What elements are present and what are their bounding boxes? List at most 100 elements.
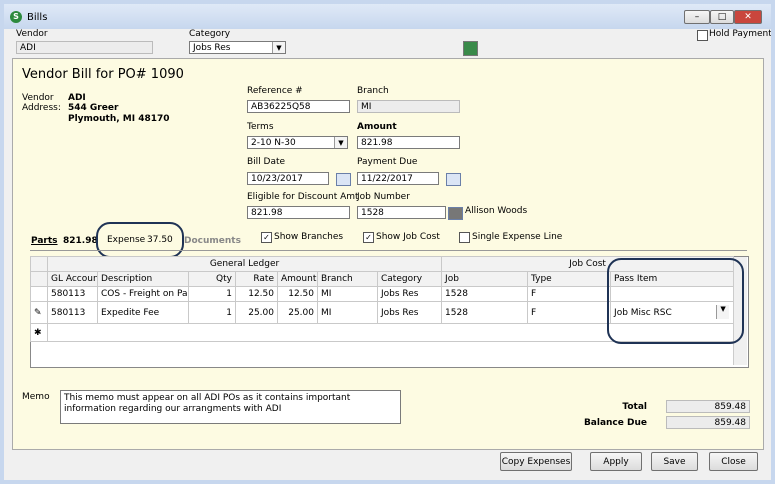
tab-label[interactable]: Documents	[184, 236, 241, 246]
tab-amount: 37.50	[147, 235, 173, 245]
bill-heading: Vendor Bill for PO# 1090	[22, 67, 184, 82]
reference-field[interactable]: AB36225Q58	[247, 100, 350, 113]
vendor-field[interactable]: ADI	[16, 41, 153, 54]
total-label: Total	[622, 402, 647, 412]
column-header: GL Account	[47, 271, 98, 287]
balance-field: 859.48	[666, 416, 750, 429]
grid-cell: 12.50	[235, 286, 278, 302]
option-label: Show Job Cost	[376, 232, 440, 242]
row-selector[interactable]	[30, 286, 48, 302]
close-button[interactable]: Close	[709, 452, 758, 471]
column-header: Type	[527, 271, 612, 287]
tab-label[interactable]: Parts	[31, 236, 58, 246]
group-header: Job Cost	[441, 256, 735, 272]
grid-cell: F	[527, 301, 612, 324]
reference-label: Reference #	[247, 86, 303, 96]
column-header: Branch	[317, 271, 378, 287]
branch-field[interactable]: MI	[357, 100, 460, 113]
grid-cell: Expedite Fee	[97, 301, 189, 324]
hold-payment-label: Hold Payment	[709, 29, 772, 39]
address-line: Plymouth, MI 48170	[68, 114, 170, 124]
checkbox[interactable]	[459, 232, 470, 243]
terms-value: 2-10 N-30	[251, 138, 296, 148]
job-lookup-button[interactable]	[448, 207, 463, 220]
minimize[interactable]: –	[684, 10, 710, 24]
column-header: Description	[97, 271, 189, 287]
row-selector[interactable]: ✎	[30, 301, 48, 324]
grid-cell: 1528	[441, 301, 529, 324]
column-header: Pass Item	[610, 271, 735, 287]
discount-field[interactable]: 821.98	[247, 206, 350, 219]
column-header: Amount	[277, 271, 318, 287]
category-select[interactable]: Jobs Res ▼	[189, 41, 286, 54]
job-number-field[interactable]: 1528	[357, 206, 446, 219]
grid-cell: MI	[317, 286, 378, 302]
hold-payment-checkbox[interactable]	[697, 30, 708, 41]
payment-due-field[interactable]: 11/22/2017	[357, 172, 439, 185]
row-selector[interactable]: ✱	[30, 323, 48, 342]
option-label: Single Expense Line	[472, 232, 563, 242]
category-value: Jobs Res	[193, 43, 231, 53]
app-icon: S	[10, 11, 22, 23]
corner-cell	[30, 271, 48, 287]
calendar-button[interactable]	[336, 173, 351, 186]
grid-cell: MI	[317, 301, 378, 324]
tab-line	[30, 250, 747, 251]
grid-cell: 580113	[47, 301, 98, 324]
checkbox[interactable]: ✓	[363, 232, 374, 243]
payment-due-label: Payment Due	[357, 157, 418, 167]
vendor-label: Vendor	[16, 29, 48, 39]
memo-field[interactable]: This memo must appear on all ADI POs as …	[60, 390, 401, 424]
grid-cell: Jobs Res	[376, 301, 443, 324]
tab-label[interactable]: Expense	[107, 235, 146, 245]
discount-label: Eligible for Discount Amt	[247, 192, 359, 202]
grid-cell[interactable]: Job Misc RSC ▼	[610, 301, 735, 324]
apply-button[interactable]: Apply	[590, 452, 642, 471]
window-title: Bills	[27, 12, 48, 23]
grid-cell: COS - Freight on Parts	[97, 286, 189, 302]
grid-cell: 1	[188, 286, 236, 302]
dropdown-arrow[interactable]: ▼	[334, 137, 347, 148]
column-header: Rate	[235, 271, 278, 287]
memo-label: Memo	[22, 392, 50, 402]
save-button[interactable]: Save	[651, 452, 698, 471]
terms-select[interactable]: 2-10 N-30 ▼	[247, 136, 348, 149]
vendor-label: Vendor	[22, 93, 54, 103]
column-header: Job	[441, 271, 529, 287]
close-window[interactable]: ✕	[734, 10, 762, 24]
group-header: General Ledger	[46, 256, 443, 272]
column-header: Qty	[188, 271, 236, 287]
grid-cell: Jobs Res	[376, 286, 443, 302]
branch-label: Branch	[357, 86, 389, 96]
maximize[interactable]: □	[710, 10, 734, 24]
address-line: 544 Greer	[68, 103, 119, 113]
dropdown-arrow[interactable]: ▼	[272, 42, 285, 53]
grid-cell: 1	[188, 301, 236, 324]
total-field: 859.48	[666, 400, 750, 413]
calendar-button[interactable]	[446, 173, 461, 186]
tab-amount: 821.98	[63, 236, 98, 246]
excel-icon[interactable]	[463, 41, 478, 56]
grid-cell: 25.00	[277, 301, 318, 324]
balance-label: Balance Due	[583, 418, 647, 428]
column-header: Category	[376, 271, 443, 287]
option-label: Show Branches	[274, 232, 344, 242]
dropdown-arrow[interactable]: ▼	[716, 305, 730, 319]
grid-cell: 12.50	[277, 286, 318, 302]
highlight-oval	[607, 258, 744, 344]
amount-field[interactable]: 821.98	[357, 136, 460, 149]
corner-cell	[30, 256, 48, 272]
bill-date-label: Bill Date	[247, 157, 286, 167]
category-label: Category	[189, 29, 231, 39]
bill-panel	[12, 58, 764, 450]
copy-expenses-button[interactable]: Copy Expenses	[500, 452, 572, 471]
title-bar	[4, 4, 771, 29]
grid-cell: F	[527, 286, 612, 302]
checkbox[interactable]: ✓	[261, 232, 272, 243]
address-label: Address:	[22, 103, 61, 113]
job-name: Allison Woods	[465, 206, 528, 216]
grid-cell: 25.00	[235, 301, 278, 324]
bill-date-field[interactable]: 10/23/2017	[247, 172, 329, 185]
expense-grid: General Ledger Job Cost GL Account Descrip…	[30, 256, 735, 342]
vendor-name: ADI	[68, 93, 86, 103]
